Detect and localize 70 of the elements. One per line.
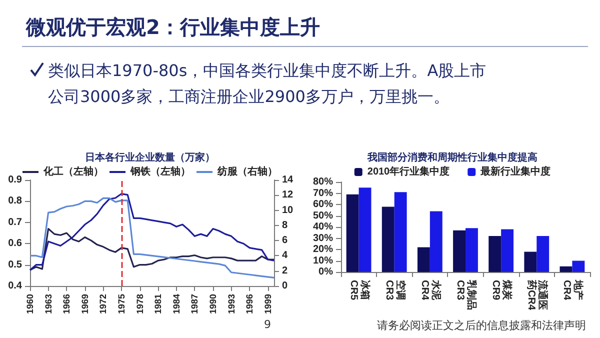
y-tick-label: 0.6 bbox=[8, 238, 22, 250]
bar bbox=[524, 252, 537, 272]
x-tick-label: 煤炭CR9 bbox=[490, 279, 514, 301]
bar bbox=[394, 192, 407, 272]
bar bbox=[382, 206, 394, 272]
y2-tick-label: 12 bbox=[282, 190, 294, 201]
y-tick-label: 0.5 bbox=[8, 259, 22, 270]
legend-label: 最新行业集中度 bbox=[480, 166, 551, 178]
chart-title: 我国部分消费和周期性行业集中度提高 bbox=[366, 152, 538, 164]
x-tick-label: 乳制品CR3 bbox=[454, 279, 478, 310]
y-tick-label: 70% bbox=[312, 188, 334, 199]
y2-tick-label: 0 bbox=[282, 280, 288, 292]
text: 9 bbox=[264, 318, 271, 331]
bar bbox=[572, 260, 585, 272]
text: 微观优于宏观2：行业集中度上升 bbox=[26, 14, 320, 41]
y-tick-label: 50% bbox=[312, 210, 334, 222]
x-tick-label: 1960 bbox=[25, 294, 35, 314]
y2-tick-label: 10 bbox=[282, 204, 294, 216]
y2-tick-label: 6 bbox=[282, 235, 288, 246]
y-tick-label: 0% bbox=[318, 266, 334, 278]
bar bbox=[453, 230, 466, 272]
x-tick-label: 1996 bbox=[244, 294, 255, 314]
bar bbox=[346, 194, 359, 272]
x-tick-label: 1978 bbox=[134, 294, 145, 314]
y-tick-label: 0.7 bbox=[8, 216, 22, 228]
x-tick-label: 1975 bbox=[116, 294, 126, 314]
x-tick-label: 地产CR4 bbox=[561, 279, 584, 300]
legend-label: 钢铁（左轴） bbox=[130, 166, 190, 178]
y-tick-label: 60% bbox=[312, 199, 334, 210]
bar bbox=[358, 188, 372, 272]
x-tick-label: 1999 bbox=[262, 294, 273, 314]
x-tick-label: 空调CR3 bbox=[383, 280, 406, 300]
y2-tick-label: 2 bbox=[282, 265, 288, 276]
x-tick-label: 1984 bbox=[171, 294, 182, 314]
y2-tick-label: 4 bbox=[282, 250, 288, 262]
x-tick-label: 1972 bbox=[98, 294, 108, 314]
y-tick-label: 40% bbox=[312, 222, 334, 232]
y-tick-label: 0.9 bbox=[8, 174, 22, 186]
text: 请务必阅读正文之后的信息披露和法律声明 bbox=[377, 318, 586, 333]
legend-label: 2010年行业集中度 bbox=[367, 166, 450, 178]
bar bbox=[488, 236, 502, 272]
bar bbox=[417, 247, 430, 272]
bar bbox=[430, 211, 442, 272]
bar bbox=[536, 236, 550, 272]
line-series bbox=[29, 228, 275, 271]
bar bbox=[466, 228, 478, 272]
y-tick-label: 30% bbox=[312, 232, 334, 244]
x-tick-label: 1987 bbox=[190, 294, 200, 314]
x-tick-label: 1966 bbox=[62, 294, 72, 314]
y-tick-label: 20% bbox=[312, 244, 334, 255]
x-tick-label: 1963 bbox=[43, 294, 54, 314]
x-tick-label: 冰箱CR5 bbox=[348, 280, 371, 300]
y-tick-label: 10% bbox=[312, 255, 334, 266]
y2-tick-label: 8 bbox=[282, 220, 288, 231]
y-tick-label: 0.4 bbox=[8, 280, 22, 292]
y-tick-label: 80% bbox=[312, 176, 334, 188]
chart-title: 日本各行业企业数量（万家） bbox=[85, 152, 215, 164]
legend-label: 纺服（右轴） bbox=[216, 166, 278, 178]
x-tick-label: 流通医药CR4 bbox=[526, 279, 549, 310]
bar bbox=[560, 266, 572, 272]
y-tick-label: 0.8 bbox=[8, 196, 22, 207]
y2-tick-label: 14 bbox=[282, 174, 294, 186]
legend-label: 化工（左轴） bbox=[42, 166, 104, 178]
x-tick-label: 1990 bbox=[208, 294, 218, 314]
x-tick-label: 1993 bbox=[226, 294, 236, 314]
x-tick-label: 1981 bbox=[153, 294, 164, 314]
x-tick-label: 水泥CR4 bbox=[418, 279, 442, 301]
bar bbox=[501, 229, 514, 272]
x-tick-label: 1969 bbox=[80, 294, 90, 314]
text: 类似日本1970-80s，中国各类行业集中度不断上升。A股上市公司3000多家，工商注册企业2900多万户，万里挑一。 bbox=[47, 60, 488, 108]
